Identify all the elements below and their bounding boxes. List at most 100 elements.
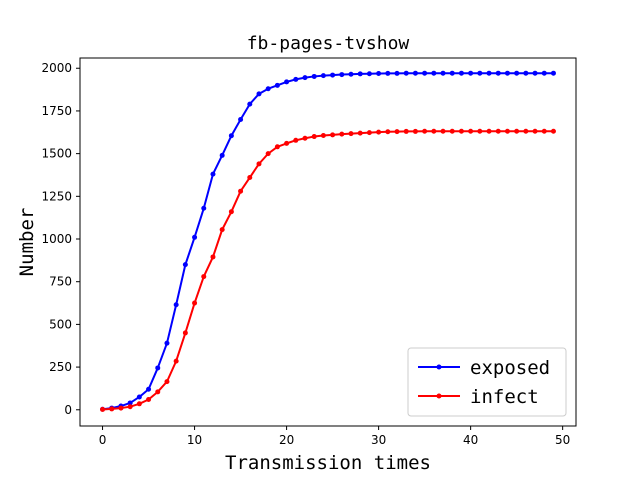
series-infect <box>100 128 556 412</box>
data-point-exposed <box>320 73 326 79</box>
data-point-exposed <box>422 70 428 76</box>
data-point-infect <box>146 397 152 403</box>
data-point-exposed <box>486 70 492 76</box>
data-point-exposed <box>192 234 198 240</box>
y-tick-label: 750 <box>49 275 72 289</box>
data-point-infect <box>357 130 363 136</box>
legend-item-exposed: exposed <box>418 357 550 379</box>
data-point-exposed <box>541 70 547 76</box>
data-point-infect <box>109 406 115 412</box>
x-tick-label: 10 <box>187 433 202 447</box>
plot-frame <box>79 57 577 427</box>
chart-title: fb-pages-tvshow <box>247 33 410 54</box>
data-point-infect <box>504 128 510 134</box>
data-point-exposed <box>256 91 262 97</box>
data-point-infect <box>376 129 382 135</box>
data-point-exposed <box>293 76 299 82</box>
data-point-infect <box>118 405 124 411</box>
data-point-infect <box>422 128 428 134</box>
data-point-infect <box>366 130 372 136</box>
data-point-infect <box>201 274 207 280</box>
data-point-exposed <box>458 70 464 76</box>
data-point-infect <box>403 128 409 134</box>
data-point-infect <box>164 379 170 385</box>
data-point-infect <box>330 132 336 138</box>
y-tick-label: 1250 <box>41 189 72 203</box>
x-axis: 0 10 20 30 40 50 <box>99 426 570 447</box>
data-point-infect <box>348 131 354 137</box>
data-point-infect <box>247 175 253 181</box>
legend-item-infect: infect <box>418 386 539 408</box>
y-tick-label: 2000 <box>41 61 72 75</box>
legend-box <box>407 347 567 417</box>
data-point-exposed <box>247 101 253 107</box>
data-point-exposed <box>514 70 520 76</box>
data-point-infect <box>320 133 326 139</box>
data-point-infect <box>210 254 216 260</box>
data-point-infect <box>458 128 464 134</box>
y-axis: 0 250 500 750 1000 1250 1500 1750 2000 <box>41 61 80 417</box>
data-point-exposed <box>182 262 188 268</box>
data-point-infect <box>284 140 290 146</box>
data-point-exposed <box>523 70 529 76</box>
y-tick-label: 1000 <box>41 232 72 246</box>
data-point-infect <box>385 129 391 135</box>
y-tick-label: 500 <box>49 317 72 331</box>
x-tick-label: 50 <box>555 433 570 447</box>
data-point-exposed <box>136 394 142 400</box>
data-point-infect <box>238 188 244 194</box>
data-point-infect <box>449 128 455 134</box>
data-point-exposed <box>385 70 391 76</box>
data-point-infect <box>532 128 538 134</box>
data-point-infect <box>431 128 437 134</box>
data-point-exposed <box>311 73 317 79</box>
data-point-infect <box>311 134 317 140</box>
data-point-exposed <box>532 70 538 76</box>
data-point-exposed <box>146 386 152 392</box>
x-axis-title: Transmission times <box>225 452 431 474</box>
data-point-infect <box>274 144 280 150</box>
legend: exposed infect <box>407 347 567 417</box>
data-point-exposed <box>164 340 170 346</box>
data-point-infect <box>100 406 106 412</box>
data-point-infect <box>523 128 529 134</box>
data-point-infect <box>155 389 161 395</box>
data-point-infect <box>550 128 556 134</box>
data-point-infect <box>228 209 234 215</box>
data-point-infect <box>219 227 225 233</box>
legend-marker-infect <box>436 393 442 399</box>
data-point-exposed <box>403 70 409 76</box>
data-point-infect <box>541 128 547 134</box>
data-point-exposed <box>468 70 474 76</box>
data-point-infect <box>394 129 400 135</box>
data-point-exposed <box>210 171 216 177</box>
data-point-infect <box>265 151 271 157</box>
data-point-exposed <box>228 133 234 139</box>
x-tick-label: 0 <box>99 433 107 447</box>
data-point-infect <box>173 358 179 364</box>
data-point-exposed <box>440 70 446 76</box>
data-point-exposed <box>330 72 336 78</box>
x-tick-label: 30 <box>371 433 386 447</box>
data-point-infect <box>468 128 474 134</box>
x-tick-label: 40 <box>463 433 478 447</box>
data-point-exposed <box>449 70 455 76</box>
data-point-exposed <box>394 70 400 76</box>
data-point-infect <box>486 128 492 134</box>
data-point-exposed <box>274 82 280 88</box>
y-axis-title: Number <box>16 208 38 277</box>
data-point-infect <box>514 128 520 134</box>
data-point-infect <box>302 135 308 141</box>
data-point-exposed <box>357 71 363 77</box>
data-point-exposed <box>173 302 179 308</box>
data-point-exposed <box>550 70 556 76</box>
data-point-infect <box>477 128 483 134</box>
data-point-exposed <box>219 152 225 158</box>
x-tick-label: 20 <box>279 433 294 447</box>
data-point-infect <box>495 128 501 134</box>
data-point-infect <box>412 128 418 134</box>
data-point-exposed <box>348 71 354 77</box>
data-point-infect <box>127 404 133 410</box>
legend-marker-exposed <box>436 364 442 370</box>
y-tick-label: 1500 <box>41 147 72 161</box>
